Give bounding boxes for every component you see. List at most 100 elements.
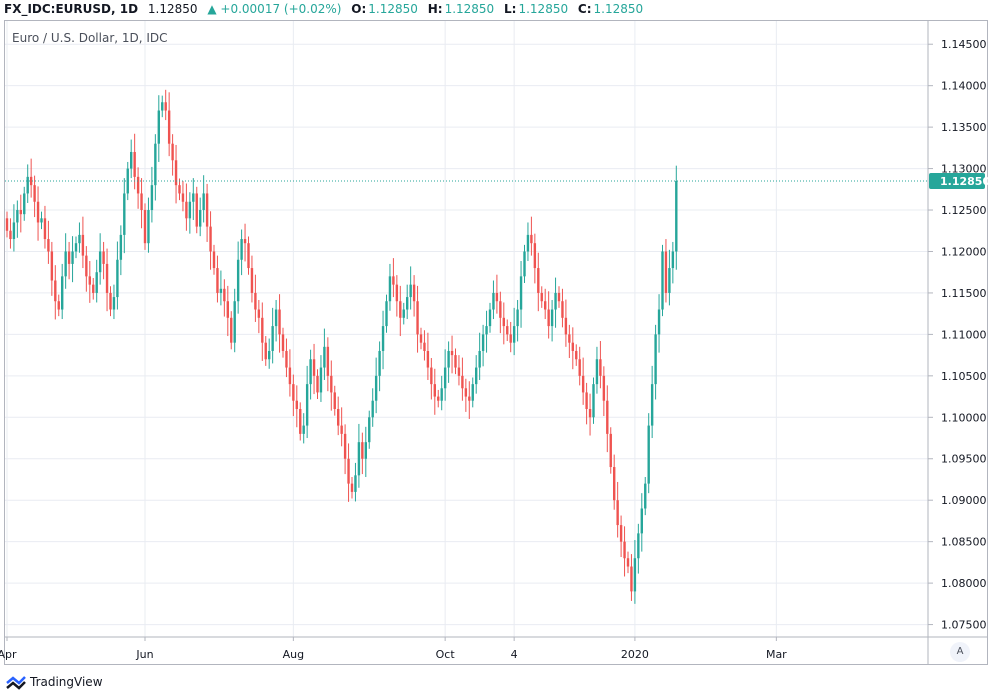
price-tick-label: 1.13500: [941, 121, 987, 134]
candle-body: [174, 160, 178, 186]
candle: [354, 462, 357, 502]
candle: [133, 133, 136, 190]
candle: [271, 307, 274, 364]
candle: [512, 307, 516, 356]
candle: [61, 263, 64, 320]
candle: [368, 410, 371, 449]
candle-body: [668, 268, 671, 293]
candle: [374, 357, 378, 414]
candle-body: [157, 110, 160, 144]
candle: [613, 454, 616, 510]
candle: [143, 203, 147, 250]
candle-body: [440, 388, 443, 401]
candle: [230, 311, 233, 350]
candle-body: [47, 239, 50, 252]
price-tick-label: 1.09000: [941, 494, 987, 507]
candle-body: [426, 350, 430, 368]
candle: [640, 493, 643, 552]
candle-body: [130, 151, 133, 169]
candle: [12, 204, 16, 252]
candle-body: [54, 280, 57, 302]
candle-body: [630, 566, 633, 592]
candle: [105, 248, 109, 312]
candle: [619, 515, 623, 557]
candle: [454, 348, 457, 375]
candle-body: [640, 508, 643, 534]
candle: [240, 229, 243, 276]
candle: [302, 413, 305, 444]
candle-body: [650, 384, 654, 426]
candle: [378, 341, 381, 392]
candle: [340, 407, 343, 447]
chart-frame[interactable]: [4, 20, 988, 665]
candle-body: [519, 276, 523, 310]
candle: [23, 186, 26, 221]
candle-body: [268, 350, 271, 360]
candle-body: [26, 176, 29, 194]
candle-body: [540, 292, 543, 302]
candle: [85, 246, 88, 292]
candle-body: [499, 301, 502, 318]
candle-body: [43, 218, 47, 240]
candle-body: [195, 193, 198, 227]
candle-body: [475, 367, 478, 385]
candle-body: [537, 268, 540, 293]
candle: [540, 286, 543, 308]
candle-body: [150, 185, 154, 211]
candle: [64, 233, 67, 289]
price-tick-label: 1.11500: [941, 287, 987, 300]
candle: [478, 332, 481, 380]
candle-body: [216, 268, 219, 293]
candle: [371, 388, 374, 427]
candle: [43, 205, 47, 249]
candle-body: [554, 292, 557, 310]
candle-body: [481, 334, 485, 351]
candle-body: [661, 251, 664, 310]
candle: [171, 134, 174, 176]
candle-body: [485, 326, 488, 335]
symbol-name[interactable]: FX_IDC:EURUSD, 1D: [4, 2, 139, 16]
time-tick-label: Mar: [766, 648, 787, 661]
candle: [226, 285, 229, 337]
candle: [337, 396, 340, 436]
candle-body: [571, 342, 574, 351]
price-tick-label: 1.09500: [941, 453, 987, 466]
candle-body: [488, 309, 492, 327]
candle: [181, 181, 185, 212]
last-price-box: [929, 173, 985, 190]
candle: [443, 349, 447, 401]
candle: [161, 95, 164, 118]
candle: [437, 389, 440, 408]
candle-body: [319, 367, 323, 393]
candle-body: [675, 181, 678, 252]
brand-name[interactable]: TradingView: [30, 675, 103, 689]
price-tick-label: 1.13000: [941, 163, 987, 176]
candle: [98, 233, 102, 285]
candle: [626, 551, 630, 574]
candle: [254, 274, 257, 322]
candle-body: [140, 193, 143, 211]
candle-body: [261, 317, 264, 343]
candle-body: [550, 309, 554, 327]
candle-body: [133, 151, 136, 177]
price-chart[interactable]: 1.14500 1.14000 1.13500 1.13000 1.12500 1.120…: [0, 0, 993, 670]
symbol-header: FX_IDC:EURUSD, 1D 1.12850 ▲ +0.00017 (+0…: [0, 0, 993, 20]
auto-scale-button[interactable]: A: [950, 642, 970, 662]
candle-body: [664, 251, 668, 293]
candle-body: [109, 292, 112, 310]
candle: [488, 302, 492, 333]
candle: [167, 92, 171, 157]
tradingview-logo-icon[interactable]: [6, 676, 26, 690]
candle: [26, 164, 29, 203]
footer: TradingView: [0, 670, 300, 695]
candle: [661, 244, 664, 317]
candle-body: [350, 483, 354, 492]
candle: [606, 385, 609, 453]
candle: [333, 385, 336, 416]
candle-body: [585, 392, 588, 410]
price-tick-label: 1.07500: [941, 619, 987, 632]
candle-body: [347, 458, 350, 484]
candle-body: [468, 396, 471, 401]
candle-body: [257, 309, 261, 318]
candle: [526, 222, 530, 262]
